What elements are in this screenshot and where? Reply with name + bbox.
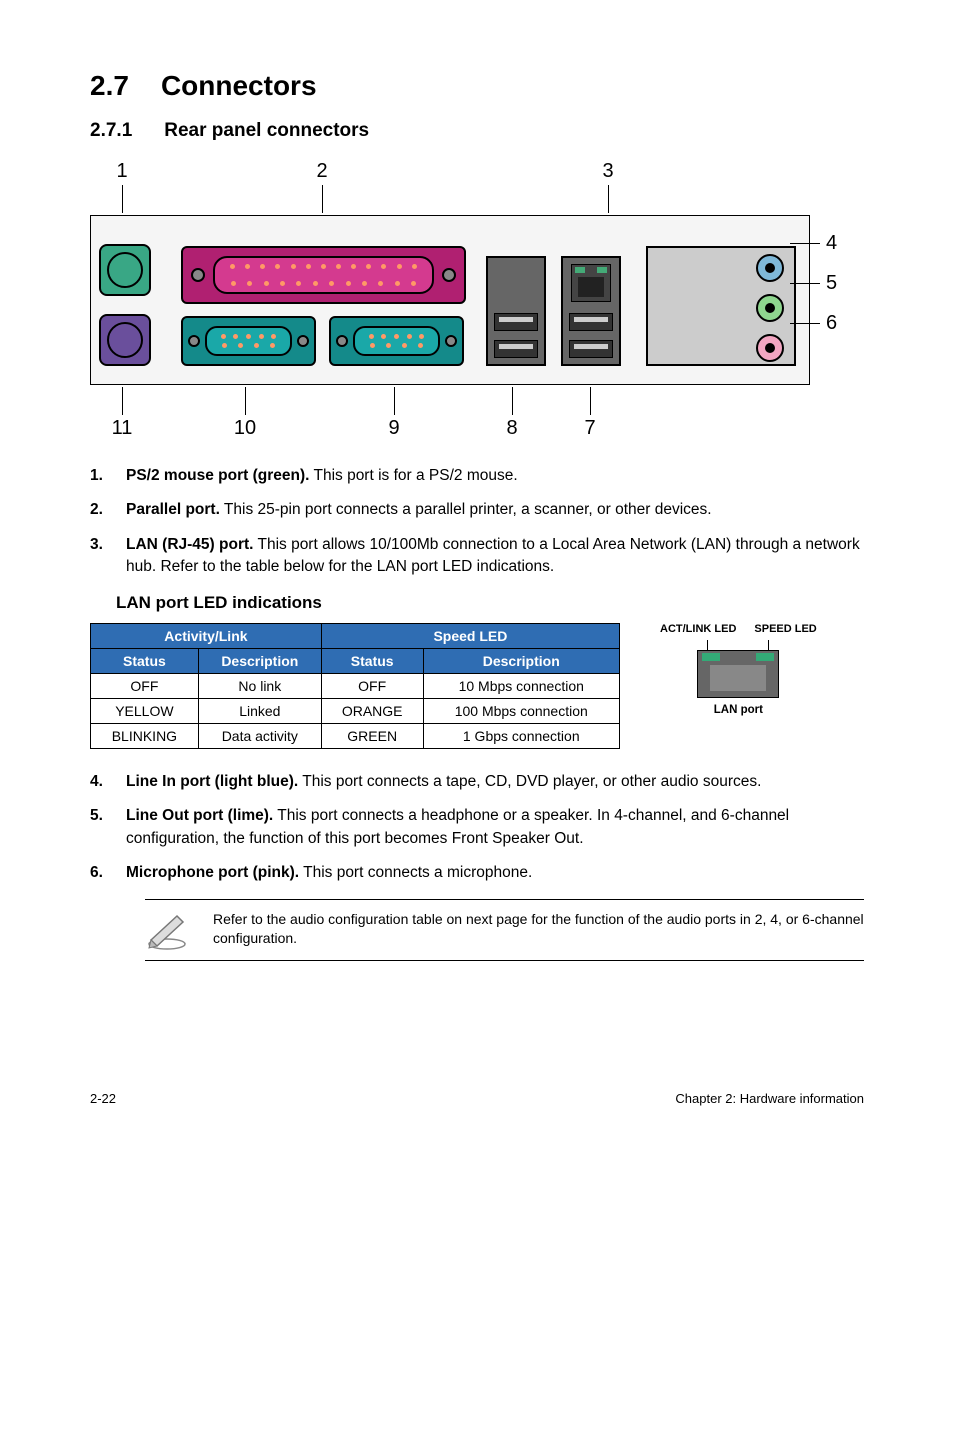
connector-diagram: 1 2 3 [90, 160, 865, 440]
item-number: 1. [90, 465, 126, 487]
table-cell: 10 Mbps connection [423, 673, 619, 698]
table-cell: Data activity [198, 723, 321, 748]
page-footer: 2-22 Chapter 2: Hardware information [90, 1091, 864, 1106]
section-title: 2.7 Connectors [90, 70, 864, 102]
list-item: 3.LAN (RJ-45) port. This port allows 10/… [90, 534, 864, 579]
table-cell: Linked [198, 698, 321, 723]
line-in-jack [756, 254, 784, 282]
line-out-jack [756, 294, 784, 322]
led-group-header: Speed LED [321, 623, 619, 648]
led-sub-header: Description [423, 648, 619, 673]
list-item: 4.Line In port (light blue). This port c… [90, 771, 864, 793]
lan-actlink-label: ACT/LINK LED [660, 623, 736, 636]
item-text: Parallel port. This 25-pin port connects… [126, 499, 864, 521]
led-sub-header: Description [198, 648, 321, 673]
connector-list-a: 1.PS/2 mouse port (green). This port is … [90, 465, 864, 579]
diagram-label: 4 [790, 232, 865, 255]
diagram-label: 7 [578, 387, 602, 440]
table-row: OFFNo linkOFF10 Mbps connection [91, 673, 620, 698]
subsection-title: 2.7.1 Rear panel connectors [90, 120, 864, 142]
table-cell: YELLOW [91, 698, 199, 723]
table-cell: BLINKING [91, 723, 199, 748]
diagram-label: 11 [110, 387, 134, 440]
diagram-label: 1 [112, 160, 132, 213]
item-number: 2. [90, 499, 126, 521]
note-pencil-icon [145, 910, 189, 950]
table-cell: OFF [91, 673, 199, 698]
list-item: 5.Line Out port (lime). This port connec… [90, 805, 864, 850]
audio-block [646, 246, 796, 366]
item-number: 5. [90, 805, 126, 850]
rj45-port [571, 264, 611, 302]
list-item: 6.Microphone port (pink). This port conn… [90, 862, 864, 884]
table-cell: ORANGE [321, 698, 423, 723]
table-cell: OFF [321, 673, 423, 698]
subsection-number: 2.7.1 [90, 120, 132, 141]
item-text: LAN (RJ-45) port. This port allows 10/10… [126, 534, 864, 579]
item-number: 4. [90, 771, 126, 793]
lan-port-caption: LAN port [660, 704, 817, 718]
table-cell: No link [198, 673, 321, 698]
led-group-header: Activity/Link [91, 623, 322, 648]
chapter-label: Chapter 2: Hardware information [675, 1091, 864, 1106]
table-cell: 1 Gbps connection [423, 723, 619, 748]
diagram-label: 9 [382, 387, 406, 440]
serial-port-2 [329, 316, 464, 366]
connector-list-b: 4.Line In port (light blue). This port c… [90, 771, 864, 885]
diagram-label: 6 [790, 312, 865, 335]
serial-port-1 [181, 316, 316, 366]
diagram-label: 8 [500, 387, 524, 440]
lan-speed-label: SPEED LED [754, 623, 816, 636]
diagram-label: 2 [312, 160, 332, 213]
table-cell: 100 Mbps connection [423, 698, 619, 723]
item-text: PS/2 mouse port (green). This port is fo… [126, 465, 864, 487]
item-text: Line Out port (lime). This port connects… [126, 805, 864, 850]
list-item: 1.PS/2 mouse port (green). This port is … [90, 465, 864, 487]
mic-jack [756, 334, 784, 362]
ps2-keyboard-port [99, 314, 151, 366]
page-number: 2-22 [90, 1091, 116, 1106]
diagram-label: 5 [790, 272, 865, 295]
list-item: 2.Parallel port. This 25-pin port connec… [90, 499, 864, 521]
led-sub-header: Status [321, 648, 423, 673]
rear-panel [90, 215, 810, 385]
lan-port-illustration: ACT/LINK LED SPEED LED LAN port [660, 623, 817, 718]
section-title-text: Connectors [161, 70, 317, 101]
led-sub-header: Status [91, 648, 199, 673]
ps2-mouse-port [99, 244, 151, 296]
note-box: Refer to the audio configuration table o… [145, 899, 864, 961]
led-table: Activity/Link Speed LED Status Descripti… [90, 623, 620, 749]
parallel-port [181, 246, 466, 304]
section-number: 2.7 [90, 70, 129, 101]
note-text: Refer to the audio configuration table o… [213, 910, 864, 949]
item-number: 3. [90, 534, 126, 579]
usb-stack-1 [486, 256, 546, 366]
subsection-title-text: Rear panel connectors [164, 120, 369, 141]
lan-usb-stack [561, 256, 621, 366]
table-cell: GREEN [321, 723, 423, 748]
table-row: BLINKINGData activityGREEN1 Gbps connect… [91, 723, 620, 748]
table-row: YELLOWLinkedORANGE100 Mbps connection [91, 698, 620, 723]
diagram-label: 3 [598, 160, 618, 213]
led-heading: LAN port LED indications [116, 593, 864, 613]
item-text: Microphone port (pink). This port connec… [126, 862, 864, 884]
item-number: 6. [90, 862, 126, 884]
item-text: Line In port (light blue). This port con… [126, 771, 864, 793]
diagram-label: 10 [233, 387, 257, 440]
